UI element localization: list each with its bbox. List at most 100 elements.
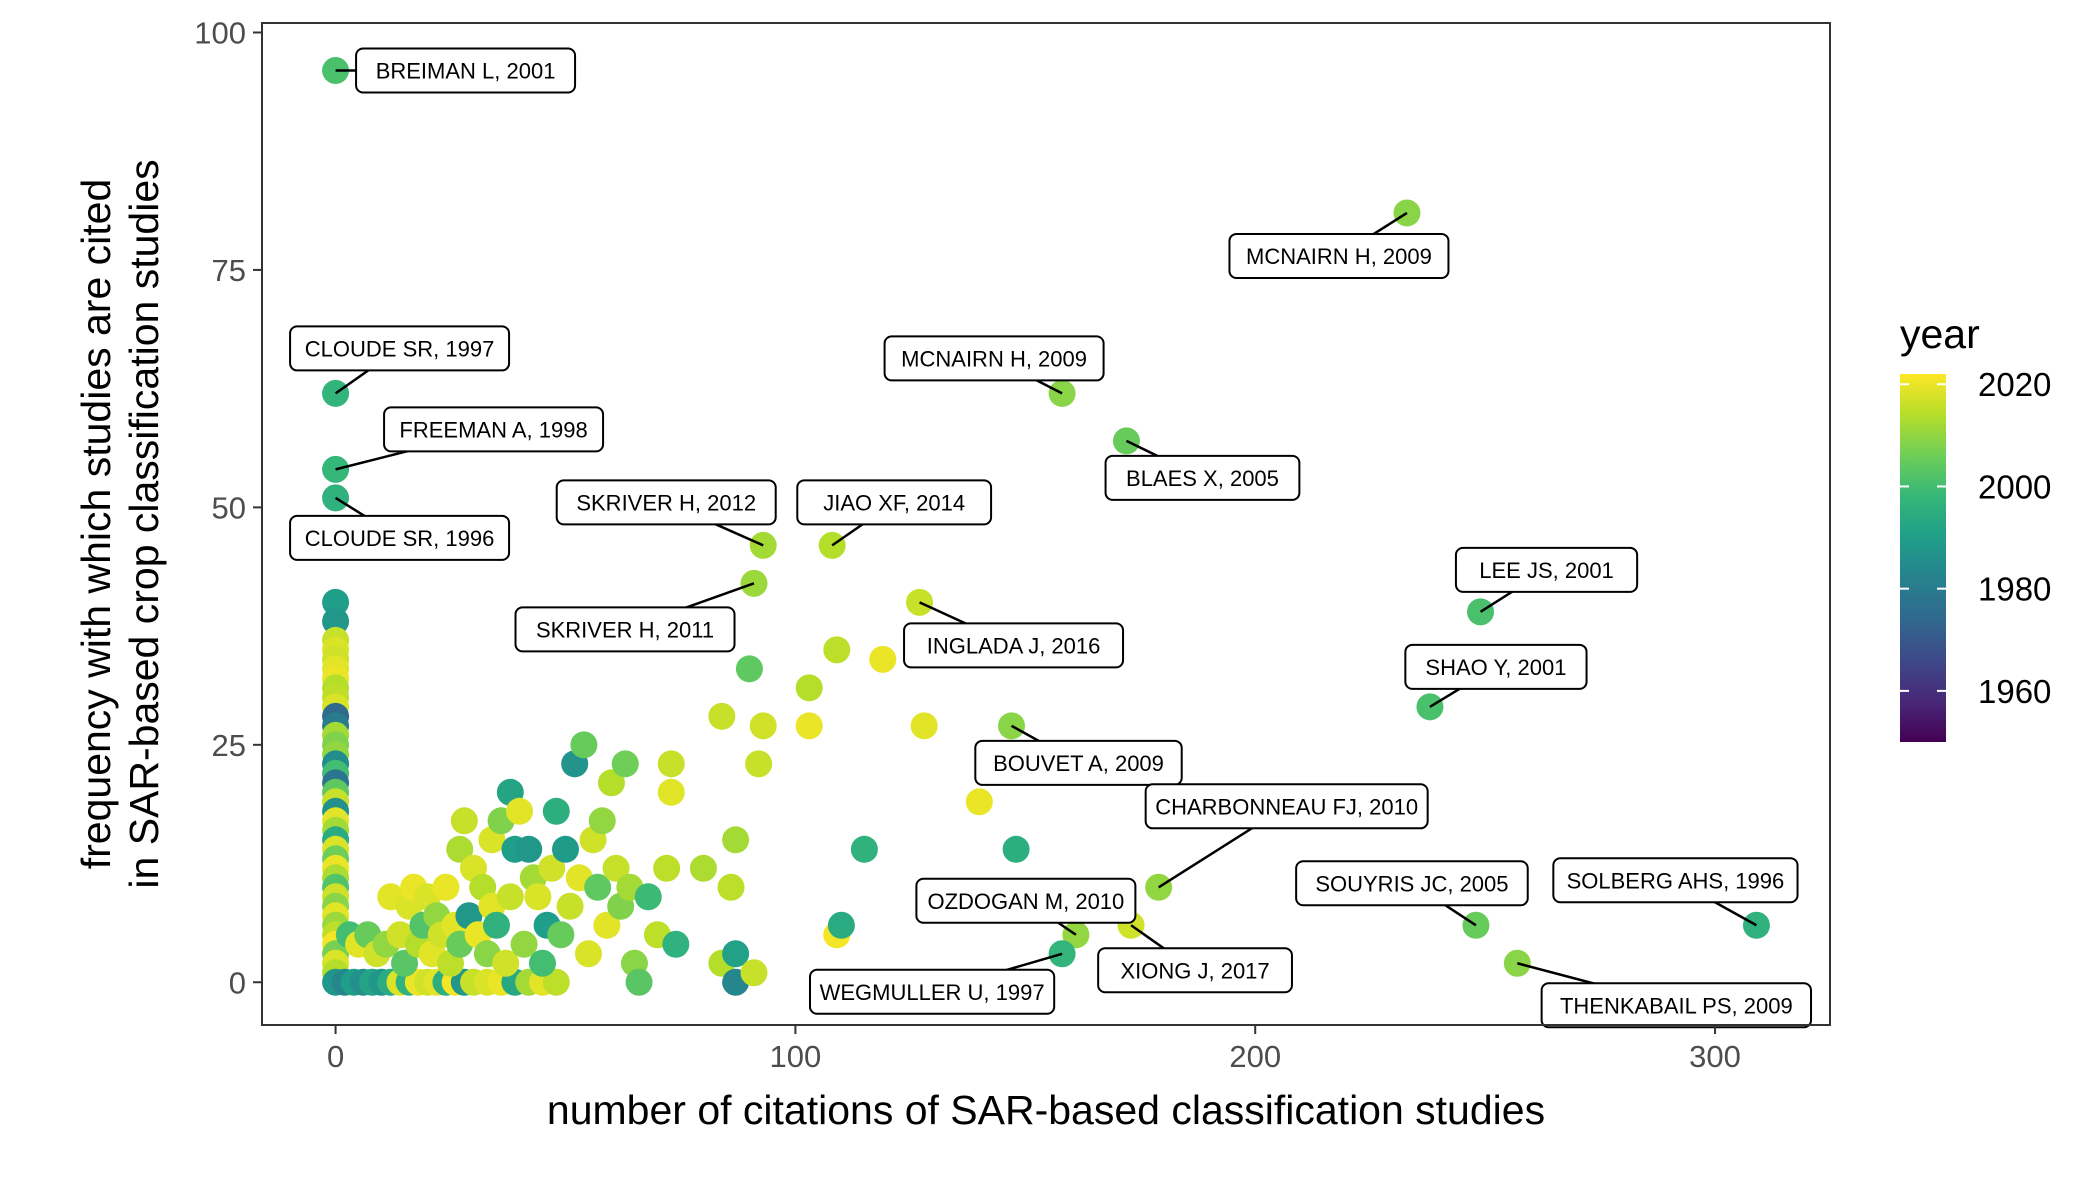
annotation-box: [1295, 860, 1529, 907]
annotation: THENKABAIL PS, 2009: [1517, 962, 1813, 1029]
x-tick-label: 0: [327, 1039, 344, 1074]
annotation-label: BLAES X, 2005: [1126, 466, 1279, 491]
annotation-label: JIAO XF, 2014: [823, 490, 965, 515]
y-axis-title-line-1: frequency with which studies are cited: [73, 179, 119, 870]
data-point: [602, 854, 630, 882]
x-tick-label: 100: [770, 1039, 822, 1074]
legend-title: year: [1900, 311, 1980, 357]
data-point: [910, 712, 938, 740]
data-point: [570, 731, 598, 759]
annotation-label: MCNAIRN H, 2009: [1246, 244, 1432, 269]
data-point: [745, 750, 773, 778]
data-point: [542, 797, 570, 825]
data-point: [662, 930, 690, 958]
annotation-box: [903, 622, 1125, 669]
annotation: CLOUDE SR, 1996: [289, 496, 511, 561]
annotation: LEE JS, 2001: [1454, 546, 1639, 613]
data-point: [689, 854, 717, 882]
data-point: [657, 778, 685, 806]
annotation-label: XIONG J, 2017: [1120, 958, 1269, 983]
annotations-layer: BREIMAN L, 2001 CLOUDE SR, 1997 FREEMAN A,…: [289, 47, 1813, 1029]
data-point: [850, 835, 878, 863]
data-point: [634, 883, 662, 911]
data-point: [588, 807, 616, 835]
annotation-box: [796, 479, 993, 526]
annotation-box: [289, 325, 511, 372]
data-point: [551, 835, 579, 863]
annotation: BREIMAN L, 2001: [335, 47, 577, 94]
annotation-label: SOUYRIS JC, 2005: [1315, 871, 1508, 896]
annotation-label: BREIMAN L, 2001: [376, 58, 556, 83]
annotation-box: [555, 479, 777, 526]
data-point: [597, 769, 625, 797]
annotation: XIONG J, 2017: [1097, 924, 1293, 994]
annotation: SOLBERG AHS, 1996: [1552, 857, 1799, 927]
legend-tick-label: 2020: [1978, 366, 2051, 403]
data-point: [722, 940, 750, 968]
annotation: WEGMULLER U, 1997: [808, 952, 1063, 1015]
colorbar: [1900, 374, 1946, 742]
data-point: [556, 892, 584, 920]
x-axis-title: number of citations of SAR-based classif…: [547, 1087, 1545, 1133]
annotation-label: SHAO Y, 2001: [1425, 655, 1566, 680]
data-point: [823, 636, 851, 664]
data-point: [708, 702, 736, 730]
annotation: CHARBONNEAU FJ, 2010: [1144, 783, 1429, 889]
data-point: [483, 911, 511, 939]
annotation-label: CLOUDE SR, 1997: [305, 336, 495, 361]
data-point: [722, 826, 750, 854]
data-point: [547, 921, 575, 949]
data-point: [574, 940, 602, 968]
annotation-label: OZDOGAN M, 2010: [927, 889, 1124, 914]
data-point: [869, 645, 897, 673]
data-point: [528, 949, 556, 977]
data-point: [584, 873, 612, 901]
annotation-box: [915, 877, 1137, 924]
data-point: [510, 930, 538, 958]
annotation-box: [1104, 454, 1301, 501]
annotation-label: MCNAIRN H, 2009: [901, 346, 1087, 371]
data-point: [446, 835, 474, 863]
annotation-label: THENKABAIL PS, 2009: [1560, 993, 1793, 1018]
annotation-label: CHARBONNEAU FJ, 2010: [1155, 794, 1418, 819]
annotation: INGLADA J, 2016: [903, 601, 1125, 669]
annotation: JIAO XF, 2014: [796, 479, 993, 547]
data-point: [795, 674, 823, 702]
annotation: MCNAIRN H, 2009: [883, 335, 1105, 395]
annotation: OZDOGAN M, 2010: [915, 877, 1137, 936]
annotation-label: FREEMAN A, 1998: [399, 417, 587, 442]
plot-panel-border: [261, 22, 1831, 1026]
annotation-label: CLOUDE SR, 1996: [305, 526, 495, 551]
data-point: [657, 750, 685, 778]
data-point: [538, 854, 566, 882]
annotation-box: [383, 406, 605, 453]
legend-tick-label: 1960: [1978, 673, 2051, 710]
data-point: [524, 883, 552, 911]
annotation-label: SKRIVER H, 2012: [576, 490, 756, 515]
annotation-box: [1552, 857, 1799, 904]
data-point: [827, 911, 855, 939]
annotation-box: [355, 47, 577, 94]
annotation-label: LEE JS, 2001: [1479, 558, 1614, 583]
data-point: [795, 712, 823, 740]
annotation-label: WEGMULLER U, 1997: [820, 980, 1045, 1005]
annotation-box: [1097, 947, 1293, 994]
y-tick-label: 25: [212, 728, 246, 763]
data-point: [322, 588, 350, 616]
annotation-box: [883, 335, 1105, 382]
data-point: [740, 959, 768, 987]
y-axis-title-line-2: in SAR-based crop classification studies: [121, 159, 167, 888]
x-tick-label: 200: [1229, 1039, 1281, 1074]
data-point: [749, 712, 777, 740]
data-point: [1002, 835, 1030, 863]
annotation-box: [1404, 643, 1588, 690]
annotation: SKRIVER H, 2011: [514, 582, 755, 653]
annotation: BOUVET A, 2009: [974, 724, 1183, 786]
data-point: [506, 797, 534, 825]
data-point: [432, 873, 460, 901]
data-point: [611, 750, 639, 778]
data-point: [515, 835, 543, 863]
annotation: BLAES X, 2005: [1104, 439, 1301, 501]
data-point: [391, 949, 419, 977]
